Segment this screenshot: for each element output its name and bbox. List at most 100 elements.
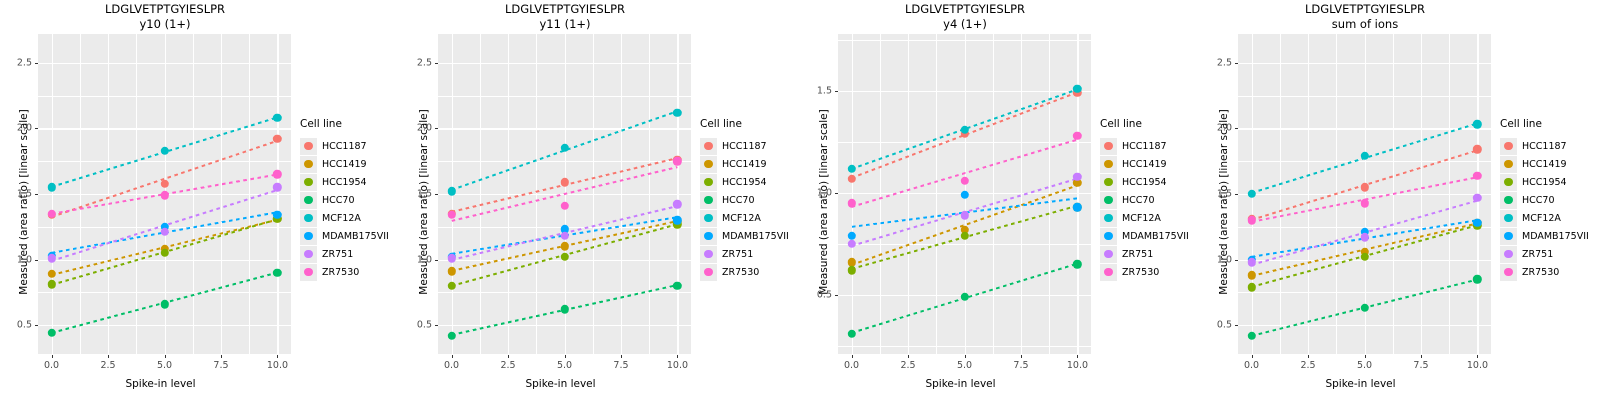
legend-item-hcc70[interactable]: HCC70 bbox=[1500, 191, 1589, 209]
data-point-mcf12a bbox=[160, 146, 169, 155]
y-tick-mark bbox=[1235, 128, 1238, 130]
data-point-zr7530 bbox=[1360, 198, 1369, 208]
y-tick-mark bbox=[35, 194, 38, 195]
legend-item-zr7530[interactable]: ZR7530 bbox=[700, 263, 789, 281]
y-tick-label: 2.5 bbox=[1216, 57, 1232, 69]
legend-item-hcc1187[interactable]: HCC1187 bbox=[700, 137, 789, 155]
legend-item-hcc1419[interactable]: HCC1419 bbox=[1100, 155, 1189, 173]
legend-swatch-hcc1187 bbox=[1504, 141, 1513, 151]
x-axis-label: Spike-in level bbox=[925, 378, 996, 390]
data-point-hcc1419 bbox=[47, 269, 56, 279]
legend-swatch-mcf12a bbox=[704, 213, 713, 223]
data-point-mcf12a bbox=[1473, 120, 1482, 129]
legend-item-zr751[interactable]: ZR751 bbox=[1500, 245, 1589, 263]
x-tick-label: 5.0 bbox=[956, 360, 973, 371]
legend-item-hcc70[interactable]: HCC70 bbox=[1100, 191, 1189, 209]
legend-item-hcc1954[interactable]: HCC1954 bbox=[300, 173, 389, 191]
legend-swatch-mdamb175vii bbox=[304, 231, 313, 241]
legend-item-mdamb175vii[interactable]: MDAMB175VII bbox=[700, 227, 789, 245]
plot-area bbox=[38, 34, 291, 354]
legend-key bbox=[1100, 137, 1117, 155]
legend-item-hcc1419[interactable]: HCC1419 bbox=[700, 155, 789, 173]
data-point-hcc70 bbox=[273, 268, 282, 277]
legend-item-zr751[interactable]: ZR751 bbox=[700, 245, 789, 263]
legend-label: HCC1419 bbox=[722, 158, 767, 170]
legend-item-hcc70[interactable]: HCC70 bbox=[700, 191, 789, 209]
legend-item-mcf12a[interactable]: MCF12A bbox=[300, 209, 389, 227]
data-point-zr7530 bbox=[273, 170, 282, 179]
legend-item-zr7530[interactable]: ZR7530 bbox=[300, 263, 389, 281]
gridline-major-vertical bbox=[620, 34, 623, 354]
x-tick-mark bbox=[1477, 355, 1479, 358]
legend-label: ZR7530 bbox=[722, 266, 760, 278]
data-point-mcf12a bbox=[447, 187, 456, 196]
y-tick-mark bbox=[35, 128, 38, 130]
legend-item-hcc1419[interactable]: HCC1419 bbox=[300, 155, 389, 173]
data-point-mdamb175vii bbox=[1360, 227, 1369, 237]
legend-swatch-hcc1187 bbox=[1104, 141, 1113, 151]
x-tick-label: 2.5 bbox=[100, 360, 116, 371]
legend-key bbox=[700, 173, 717, 191]
legend-item-hcc1419[interactable]: HCC1419 bbox=[1500, 155, 1589, 173]
legend-label: ZR7530 bbox=[1522, 266, 1560, 278]
legend-label: MCF12A bbox=[1522, 212, 1561, 224]
legend-swatch-hcc70 bbox=[304, 195, 313, 205]
gridline-major-vertical bbox=[1077, 34, 1079, 354]
legend-item-hcc1187[interactable]: HCC1187 bbox=[300, 137, 389, 155]
x-tick-label: 7.5 bbox=[213, 360, 229, 371]
data-point-hcc70 bbox=[160, 299, 169, 309]
legend-item-hcc1187[interactable]: HCC1187 bbox=[1100, 137, 1189, 155]
panel-title: LDGLVETPTGYIESLPR bbox=[504, 2, 626, 16]
legend-label: HCC1419 bbox=[1522, 158, 1567, 170]
legend-item-hcc1187[interactable]: HCC1187 bbox=[1500, 137, 1589, 155]
legend-item-hcc1954[interactable]: HCC1954 bbox=[1100, 173, 1189, 191]
legend-item-hcc1954[interactable]: HCC1954 bbox=[700, 173, 789, 191]
legend-key bbox=[1500, 191, 1517, 209]
y-tick-label: 1.0 bbox=[416, 254, 432, 266]
data-point-zr751 bbox=[1073, 172, 1082, 181]
legend-item-mdamb175vii[interactable]: MDAMB175VII bbox=[1100, 227, 1189, 245]
data-point-zr751 bbox=[1473, 193, 1482, 203]
y-tick-label: 1.5 bbox=[416, 188, 432, 200]
x-tick-mark bbox=[1308, 355, 1310, 358]
panel-subtitle: y10 (1+) bbox=[139, 17, 191, 31]
x-tick-label: 0.0 bbox=[1243, 360, 1260, 371]
y-tick-label: 2.0 bbox=[416, 122, 432, 134]
data-point-zr7530 bbox=[1473, 171, 1482, 180]
x-axis-label: Spike-in level bbox=[1325, 378, 1396, 390]
legend-item-zr7530[interactable]: ZR7530 bbox=[1500, 263, 1589, 281]
chart-panel-3: LDGLVETPTGYIESLPR y4 (1+) Measured (area r… bbox=[800, 0, 1200, 400]
legend-item-hcc1954[interactable]: HCC1954 bbox=[1500, 173, 1589, 191]
data-point-mdamb175vii bbox=[847, 231, 856, 240]
legend-swatch-hcc70 bbox=[1104, 195, 1113, 205]
legend-swatch-zr751 bbox=[1504, 249, 1513, 259]
legend-item-mcf12a[interactable]: MCF12A bbox=[1500, 209, 1589, 227]
data-point-hcc1419 bbox=[847, 258, 856, 267]
x-tick-mark bbox=[1251, 355, 1253, 358]
data-point-hcc70 bbox=[1247, 331, 1256, 340]
legend-label: HCC1954 bbox=[1522, 176, 1567, 188]
legend-key bbox=[300, 191, 317, 209]
legend-item-mcf12a[interactable]: MCF12A bbox=[700, 209, 789, 227]
data-point-zr751 bbox=[1360, 233, 1369, 242]
data-point-mdamb175vii bbox=[560, 225, 569, 234]
legend-label: ZR751 bbox=[322, 248, 354, 260]
x-tick-mark bbox=[164, 355, 166, 358]
legend-item-hcc70[interactable]: HCC70 bbox=[300, 191, 389, 209]
legend-key bbox=[700, 155, 717, 173]
y-tick-label: 2.0 bbox=[1216, 122, 1232, 134]
legend-swatch-zr7530 bbox=[704, 267, 713, 277]
y-tick-mark bbox=[435, 259, 438, 261]
panel-title-block: LDGLVETPTGYIESLPR y4 (1+) bbox=[800, 2, 1130, 32]
y-tick-label: 1.5 bbox=[1216, 188, 1232, 200]
legend-item-zr751[interactable]: ZR751 bbox=[1100, 245, 1189, 263]
legend-item-mdamb175vii[interactable]: MDAMB175VII bbox=[300, 227, 389, 245]
y-tick-label: 1.0 bbox=[16, 254, 32, 266]
legend-label: HCC1954 bbox=[1122, 176, 1167, 188]
legend-item-mcf12a[interactable]: MCF12A bbox=[1100, 209, 1189, 227]
x-tick-mark bbox=[508, 355, 510, 358]
legend-item-zr7530[interactable]: ZR7530 bbox=[1100, 263, 1189, 281]
legend-swatch-hcc1187 bbox=[704, 141, 713, 151]
legend-item-zr751[interactable]: ZR751 bbox=[300, 245, 389, 263]
legend-item-mdamb175vii[interactable]: MDAMB175VII bbox=[1500, 227, 1589, 245]
